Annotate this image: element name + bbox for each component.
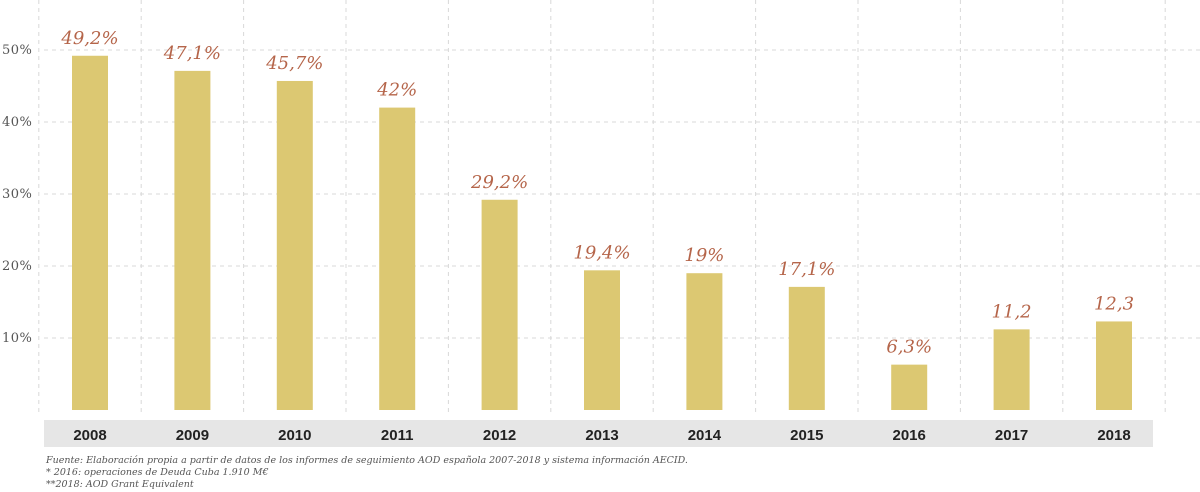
x-tick-label: 2015	[790, 427, 823, 444]
y-tick-label: 30%	[2, 187, 32, 202]
y-tick-label: 50%	[2, 43, 32, 58]
data-label: 42%	[376, 80, 417, 101]
data-label: 17,1%	[778, 259, 835, 280]
x-axis-ticks: 2008 2009 2010 2011 2012 2013 2014 2015 2016 2017…	[73, 427, 1130, 444]
data-labels: 49,2% 47,1% 45,7% 42% 29,2% 19,4% 19% 17,1% 6,3%…	[60, 28, 1134, 358]
bar	[891, 364, 928, 410]
x-tick-label: 2011	[381, 427, 414, 444]
data-label: 11,2	[992, 301, 1032, 322]
x-tick-label: 2009	[176, 427, 209, 444]
chart-footnotes: Fuente: Elaboración propia a partir de d…	[46, 455, 688, 491]
data-label: 6,3%	[886, 337, 932, 358]
data-label: 12,3	[1094, 293, 1134, 314]
y-tick-label: 40%	[2, 115, 32, 130]
x-tick-label: 2013	[585, 427, 618, 444]
source-note: Fuente: Elaboración propia a partir de d…	[46, 455, 688, 466]
horizontal-gridlines	[44, 49, 1200, 339]
bar	[788, 286, 825, 410]
y-tick-label: 10%	[2, 331, 32, 346]
data-label: 45,7%	[265, 53, 323, 74]
x-tick-label: 2014	[688, 427, 722, 444]
bar-chart: 10% 20% 30% 40% 50% 49,2% 47,1% 45,7% 42% 29,2% 1…	[2, 0, 1200, 447]
data-label: 19%	[684, 245, 724, 266]
x-tick-label: 2018	[1097, 427, 1130, 444]
y-axis-ticks: 10% 20% 30% 40% 50%	[2, 43, 32, 346]
bar	[379, 107, 416, 410]
x-tick-label: 2017	[995, 427, 1028, 444]
bars	[72, 55, 1132, 411]
x-tick-label: 2010	[278, 427, 311, 444]
bar	[276, 80, 313, 411]
bar	[174, 70, 211, 410]
x-tick-label: 2016	[893, 427, 926, 444]
bar	[584, 270, 620, 410]
bar	[72, 55, 108, 410]
x-tick-label: 2008	[73, 427, 106, 444]
bar	[686, 273, 723, 410]
data-label: 49,2%	[60, 28, 118, 49]
data-label: 47,1%	[163, 43, 221, 64]
x-tick-label: 2012	[483, 427, 516, 444]
data-label: 29,2%	[470, 172, 528, 193]
x-axis-band	[44, 420, 1153, 447]
data-label: 19,4%	[573, 242, 630, 263]
bar	[1096, 321, 1132, 410]
bar	[481, 199, 518, 410]
y-tick-label: 20%	[2, 259, 32, 274]
footnote-2016: * 2016: operaciones de Deuda Cuba 1.910 …	[46, 467, 269, 478]
footnote-2018: **2018: AOD Grant Equivalent	[46, 479, 194, 490]
bar	[993, 329, 1030, 410]
